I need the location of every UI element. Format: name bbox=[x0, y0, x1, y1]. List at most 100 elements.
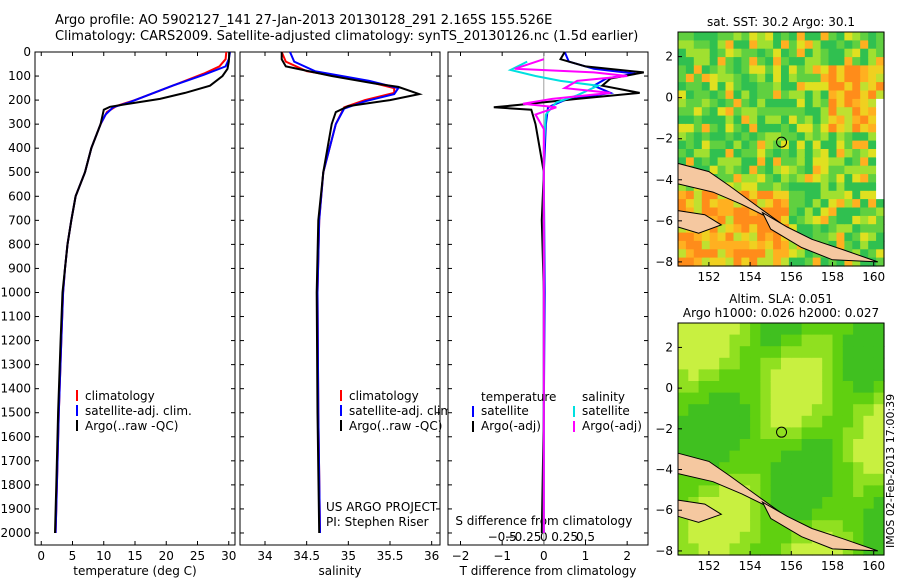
sst-map-cell bbox=[836, 157, 845, 167]
sst-map-cell bbox=[678, 149, 687, 158]
sst-map-cell bbox=[860, 115, 869, 125]
sst-map-cell bbox=[701, 48, 711, 58]
sst-map-cell bbox=[749, 190, 758, 200]
sst-map-cell bbox=[804, 190, 814, 200]
sla-map-cell bbox=[822, 323, 834, 336]
sst-map-cell bbox=[788, 40, 798, 50]
sst-map-cell bbox=[788, 215, 798, 225]
sla-map-cell bbox=[873, 531, 885, 544]
sst-map-cell bbox=[685, 132, 695, 142]
sst-map-cell bbox=[812, 190, 822, 200]
sst-map-cell bbox=[685, 249, 695, 259]
sst-map-cell bbox=[812, 224, 822, 234]
sla-map-cell bbox=[698, 392, 710, 405]
sst-map-cell bbox=[709, 73, 719, 83]
sst-map-cell bbox=[828, 82, 837, 92]
sst-map-cell bbox=[709, 249, 719, 259]
sla-map-cell bbox=[678, 520, 689, 533]
sst-map-cell bbox=[836, 132, 845, 142]
sla-map-cell bbox=[729, 415, 741, 428]
x-tick-label: 30 bbox=[221, 549, 236, 563]
sst-map-cell bbox=[765, 107, 774, 117]
sst-map-cell bbox=[733, 165, 742, 175]
sst-map-cell bbox=[725, 224, 734, 234]
sst-map-cell bbox=[852, 182, 861, 192]
sst-map-cell bbox=[717, 107, 727, 117]
sst-map-cell bbox=[781, 115, 790, 125]
sla-map-cell bbox=[708, 323, 720, 336]
sst-map-cell bbox=[765, 257, 774, 267]
sla-map-cell bbox=[750, 462, 761, 475]
sst-map-cell bbox=[876, 65, 885, 75]
map-y-tick-label: −6 bbox=[655, 503, 673, 517]
sla-map-cell bbox=[801, 427, 813, 440]
sst-map-cell bbox=[860, 215, 869, 225]
sst-map-cell bbox=[844, 115, 853, 125]
sst-map-cell bbox=[844, 240, 853, 250]
sla-map-cell bbox=[688, 473, 700, 486]
sla-map-cell bbox=[822, 427, 834, 440]
sla-map-cell bbox=[770, 323, 782, 336]
sst-map-cell bbox=[741, 257, 750, 267]
sst-map-cell bbox=[860, 140, 869, 150]
sst-map-cell bbox=[868, 132, 877, 142]
sla-map-cell bbox=[678, 334, 689, 347]
sla-map-cell bbox=[739, 450, 751, 463]
sst-map-cell bbox=[852, 207, 861, 217]
sst-map-cell bbox=[717, 123, 727, 133]
sst-map-cell bbox=[812, 140, 822, 150]
sla-map-cell bbox=[750, 357, 761, 370]
sst-map-cell bbox=[701, 40, 711, 50]
sla-map-cell bbox=[688, 450, 700, 463]
sla-map-cell bbox=[698, 323, 710, 336]
sst-map-cell bbox=[741, 182, 750, 192]
sst-map-cell bbox=[749, 82, 758, 92]
sst-map-cell bbox=[685, 90, 695, 100]
sla-map-cell bbox=[760, 334, 772, 347]
sst-map-cell bbox=[765, 182, 774, 192]
sst-map-cell bbox=[868, 73, 877, 83]
sla-map-cell bbox=[760, 473, 772, 486]
sst-map-cell bbox=[788, 149, 798, 158]
sst-map-cell bbox=[812, 90, 822, 100]
y-tick-label: 600 bbox=[8, 189, 31, 203]
sla-map-cell bbox=[688, 369, 700, 382]
sst-map-cell bbox=[717, 249, 727, 259]
sst-map-cell bbox=[828, 224, 837, 234]
sla-map-cell bbox=[678, 381, 689, 394]
sla-map-cell bbox=[791, 427, 803, 440]
sst-map-cell bbox=[685, 123, 695, 133]
sla-map-cell bbox=[801, 439, 813, 452]
sla-map-cell bbox=[853, 508, 864, 521]
sla-map-cell bbox=[750, 346, 761, 359]
legend-label: Argo(..raw -QC) bbox=[85, 419, 178, 433]
sst-map-cell bbox=[781, 257, 790, 267]
sst-map-cell bbox=[860, 165, 869, 175]
sst-map-cell bbox=[685, 157, 695, 167]
sst-map-cell bbox=[836, 140, 845, 150]
sla-map-cell bbox=[811, 404, 823, 417]
sst-map-cell bbox=[868, 98, 877, 108]
sla-map-cell bbox=[811, 543, 823, 556]
sla-map-cell bbox=[801, 357, 813, 370]
sla-map-cell bbox=[781, 473, 792, 486]
sst-map-cell bbox=[757, 165, 766, 175]
sla-map-cell bbox=[770, 543, 782, 556]
sst-map-cell bbox=[757, 48, 766, 58]
sla-map-cell bbox=[863, 415, 875, 428]
sst-map-cell bbox=[868, 82, 877, 92]
sla-map-cell bbox=[853, 346, 864, 359]
sla-map-cell bbox=[873, 427, 885, 440]
sst-map-cell bbox=[788, 165, 798, 175]
sst-map-title: sat. SST: 30.2 Argo: 30.1 bbox=[707, 15, 855, 29]
sla-map-cell bbox=[801, 415, 813, 428]
sst-map-cell bbox=[844, 199, 853, 209]
sst-map-cell bbox=[868, 90, 877, 100]
sst-map-cell bbox=[812, 123, 822, 133]
sst-map-cell bbox=[741, 240, 750, 250]
sst-map-cell bbox=[836, 57, 845, 67]
sst-map-cell bbox=[709, 240, 719, 250]
sst-map-cell bbox=[876, 73, 885, 83]
sst-map-cell bbox=[741, 224, 750, 234]
sst-map-cell bbox=[804, 207, 814, 217]
